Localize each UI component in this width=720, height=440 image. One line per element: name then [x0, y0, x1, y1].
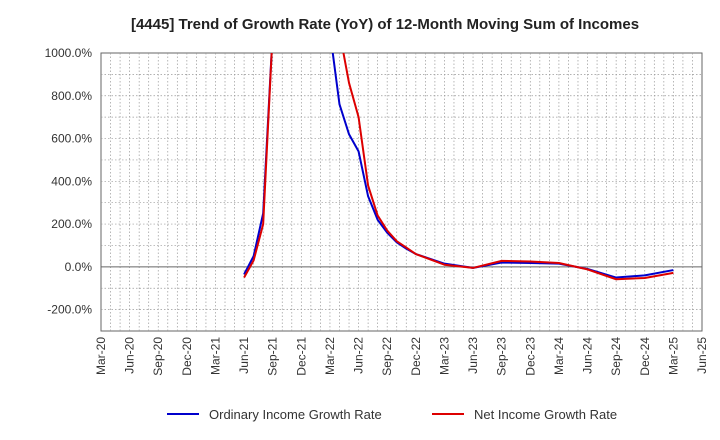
x-tick-label: Sep-24 — [609, 337, 623, 376]
legend-label: Net Income Growth Rate — [474, 407, 617, 422]
x-tick-label: Dec-20 — [180, 337, 194, 376]
y-tick-label: 400.0% — [51, 174, 92, 188]
series-line-net-income — [243, 53, 674, 281]
x-tick-label: Mar-24 — [552, 337, 566, 375]
x-tick-label: Dec-21 — [294, 337, 308, 376]
x-tick-label: Sep-22 — [380, 337, 394, 376]
x-tick-label: Mar-22 — [323, 337, 337, 375]
x-tick-label: Jun-24 — [581, 337, 595, 374]
x-tick-label: Dec-24 — [638, 337, 652, 376]
grid-layer — [100, 52, 703, 332]
x-tick-label: Mar-21 — [208, 337, 222, 375]
y-tick-label: 0.0% — [65, 260, 93, 274]
y-tick-label: 800.0% — [51, 89, 92, 103]
x-tick-label: Jun-23 — [466, 337, 480, 374]
plot-area — [100, 52, 703, 332]
x-tick-label: Dec-22 — [409, 337, 423, 376]
y-tick-label: -200.0% — [47, 303, 92, 317]
x-tick-label: Mar-23 — [437, 337, 451, 375]
x-tick-label: Jun-22 — [352, 337, 366, 374]
x-tick-label: Dec-23 — [523, 337, 537, 376]
legend: Ordinary Income Growth Rate Net Income Gr… — [167, 407, 617, 422]
x-tick-label: Sep-21 — [266, 337, 280, 376]
x-tick-label: Mar-25 — [666, 337, 680, 375]
legend-label: Ordinary Income Growth Rate — [209, 407, 382, 422]
y-tick-label: 600.0% — [51, 132, 92, 146]
y-tick-label: 1000.0% — [45, 46, 93, 60]
x-tick-label: Mar-20 — [94, 337, 108, 375]
series-layer — [243, 53, 674, 281]
axis-layer: 1000.0% 800.0% 600.0% 400.0% 200.0% 0.0% -200.… — [45, 46, 709, 376]
x-tick-label: Jun-21 — [237, 337, 251, 374]
x-tick-label: Jun-20 — [123, 337, 137, 374]
x-tick-label: Jun-25 — [695, 337, 709, 374]
x-tick-label: Sep-20 — [151, 337, 165, 376]
x-tick-label: Sep-23 — [495, 337, 509, 376]
y-tick-label: 200.0% — [51, 217, 92, 231]
chart-title: [4445] Trend of Growth Rate (YoY) of 12-… — [131, 16, 639, 33]
